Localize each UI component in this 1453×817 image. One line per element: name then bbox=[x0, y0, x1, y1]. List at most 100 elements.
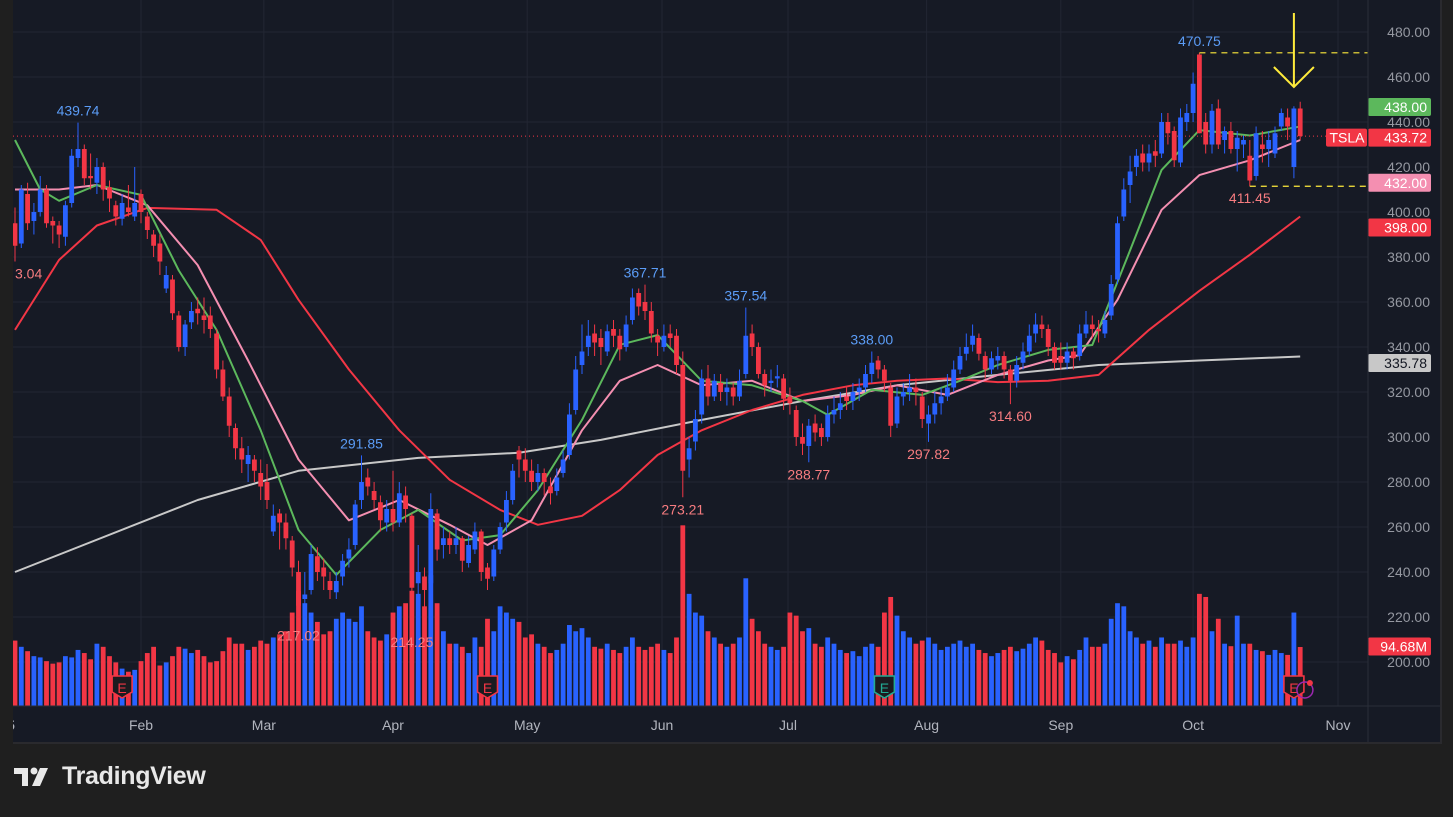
volume-bar bbox=[466, 653, 471, 706]
price-axis-tick: 440.00 bbox=[1387, 114, 1430, 130]
volume-bar bbox=[220, 651, 226, 706]
price-axis-badge-text: 432.00 bbox=[1384, 175, 1427, 191]
candle-body bbox=[403, 495, 408, 509]
tsla-candlestick-chart[interactable]: E E E E 3.04 439.74 217.02 291.85 214.25 367.71 27… bbox=[13, 0, 1440, 742]
candle-body bbox=[340, 560, 345, 577]
candle-body bbox=[1089, 324, 1095, 329]
candle-body bbox=[478, 531, 484, 572]
candle bbox=[1297, 101, 1303, 140]
volume-bar bbox=[1115, 603, 1120, 706]
candle-body bbox=[69, 155, 75, 203]
candle-body bbox=[825, 414, 831, 437]
volume-bar bbox=[787, 612, 793, 706]
candle bbox=[119, 194, 125, 226]
price-axis-badge bbox=[1368, 173, 1431, 192]
candle bbox=[636, 288, 642, 316]
candle bbox=[390, 470, 396, 532]
candle-body bbox=[837, 403, 843, 410]
candle-body bbox=[422, 576, 427, 590]
candle-body bbox=[1146, 153, 1152, 163]
candle bbox=[882, 365, 887, 392]
candle bbox=[346, 538, 352, 568]
candle-body bbox=[396, 493, 402, 523]
candle-body bbox=[163, 275, 169, 289]
price-extreme-label: 338.00 bbox=[850, 332, 893, 348]
candle bbox=[308, 545, 314, 595]
candle bbox=[1159, 113, 1164, 158]
volume-bar bbox=[25, 651, 30, 706]
candle bbox=[189, 302, 194, 329]
candle bbox=[655, 329, 660, 356]
volume-bar bbox=[396, 606, 402, 706]
price-axis-tick: 400.00 bbox=[1387, 204, 1430, 220]
candle-body bbox=[882, 369, 887, 381]
volume-bar bbox=[1209, 631, 1215, 706]
candle bbox=[1045, 324, 1051, 356]
candle bbox=[1291, 106, 1297, 179]
volume-bar bbox=[1008, 646, 1013, 706]
chart-frame[interactable]: E E E E 3.04 439.74 217.02 291.85 214.25 367.71 27… bbox=[13, 0, 1442, 744]
time-axis-tick: Feb bbox=[129, 717, 153, 733]
candle-body bbox=[1190, 83, 1196, 113]
volume-bar bbox=[907, 637, 912, 706]
volume-bar bbox=[919, 640, 925, 706]
candle bbox=[220, 360, 226, 401]
volume-bar bbox=[1228, 646, 1234, 706]
candle-body bbox=[768, 380, 774, 383]
price-extreme-label: 470.75 bbox=[1178, 33, 1221, 49]
candle bbox=[1071, 347, 1076, 370]
candle-body bbox=[56, 225, 62, 235]
volume-bar bbox=[485, 618, 490, 706]
candle bbox=[113, 200, 119, 226]
volume-bar bbox=[327, 631, 333, 706]
volume-bar bbox=[642, 649, 648, 706]
candle bbox=[100, 162, 106, 201]
candle-body bbox=[1241, 140, 1246, 145]
candle bbox=[667, 324, 673, 347]
candle bbox=[504, 491, 509, 532]
candle-body bbox=[157, 243, 163, 262]
price-axis-badge bbox=[1368, 218, 1431, 237]
price-extreme-label: 217.02 bbox=[277, 628, 320, 644]
candle bbox=[1052, 342, 1057, 370]
time-axis-tick: Jul bbox=[779, 717, 797, 733]
candle bbox=[396, 482, 402, 527]
candle bbox=[1064, 342, 1070, 370]
volume-bar bbox=[340, 612, 345, 706]
volume-bar bbox=[18, 646, 24, 706]
candle bbox=[403, 486, 408, 523]
earnings-marker: E bbox=[873, 675, 896, 699]
volume-bar bbox=[850, 651, 856, 706]
candle-body bbox=[63, 205, 68, 237]
candle-body bbox=[699, 378, 705, 415]
candle bbox=[579, 324, 585, 374]
volume-bar bbox=[1077, 649, 1083, 706]
candle bbox=[422, 567, 427, 613]
volume-bar bbox=[554, 649, 560, 706]
candle-body bbox=[636, 293, 642, 307]
candle-body bbox=[611, 329, 616, 336]
candle bbox=[661, 324, 667, 352]
candle-body bbox=[1014, 365, 1020, 381]
volume-bar bbox=[214, 661, 219, 706]
price-axis-tick: 280.00 bbox=[1387, 474, 1430, 490]
candle bbox=[535, 464, 541, 491]
price-axis-tick: 420.00 bbox=[1387, 159, 1430, 175]
candle-body bbox=[1102, 320, 1108, 334]
candle-body bbox=[113, 205, 119, 217]
candle-body bbox=[787, 396, 793, 404]
candle-body bbox=[541, 473, 547, 482]
volume-bar bbox=[403, 603, 408, 706]
volume-bar bbox=[201, 656, 207, 706]
candle-body bbox=[831, 410, 837, 415]
volume-bar bbox=[189, 653, 194, 706]
volume-bar bbox=[894, 615, 900, 706]
volume-bar bbox=[1001, 649, 1007, 706]
volume-bar bbox=[289, 612, 295, 706]
volume-bar bbox=[94, 643, 100, 706]
earnings-label: E bbox=[117, 680, 126, 696]
candle-body bbox=[604, 331, 610, 352]
candle-body bbox=[25, 194, 30, 224]
volume-bar bbox=[459, 646, 465, 706]
volume-bar bbox=[976, 649, 982, 706]
